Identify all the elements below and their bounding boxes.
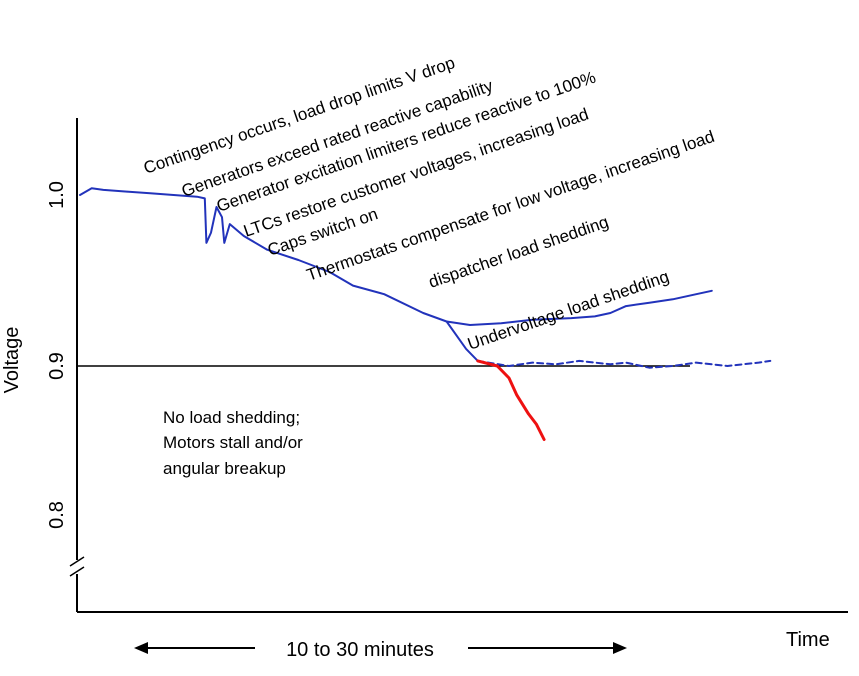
y-tick-label-1.0: 1.0: [46, 181, 68, 209]
note-line-2: Motors stall and/or: [163, 433, 303, 452]
series-layer: [79, 187, 772, 441]
y-axis-title: Voltage: [1, 327, 23, 394]
series-line-0: [79, 187, 479, 362]
x-axis-title: Time: [786, 629, 830, 651]
duration-arrow-left-head: [134, 642, 148, 654]
duration-label: 10 to 30 minutes: [286, 639, 434, 661]
axis-break-mark-2: [69, 566, 85, 577]
y-tick-label-0.9: 0.9: [46, 352, 68, 380]
series-line-3: [476, 359, 546, 441]
note-line-3: angular breakup: [163, 459, 286, 478]
note-line-1: No load shedding;: [163, 408, 300, 427]
axis-break-mark-1: [69, 556, 85, 567]
series-line-2: [476, 359, 772, 369]
annotation-undervoltage-shedding: Undervoltage load shedding: [465, 267, 671, 354]
series-line-1: [445, 289, 713, 326]
y-tick-label-0.8: 0.8: [46, 501, 68, 529]
duration-arrow-right-head: [613, 642, 627, 654]
